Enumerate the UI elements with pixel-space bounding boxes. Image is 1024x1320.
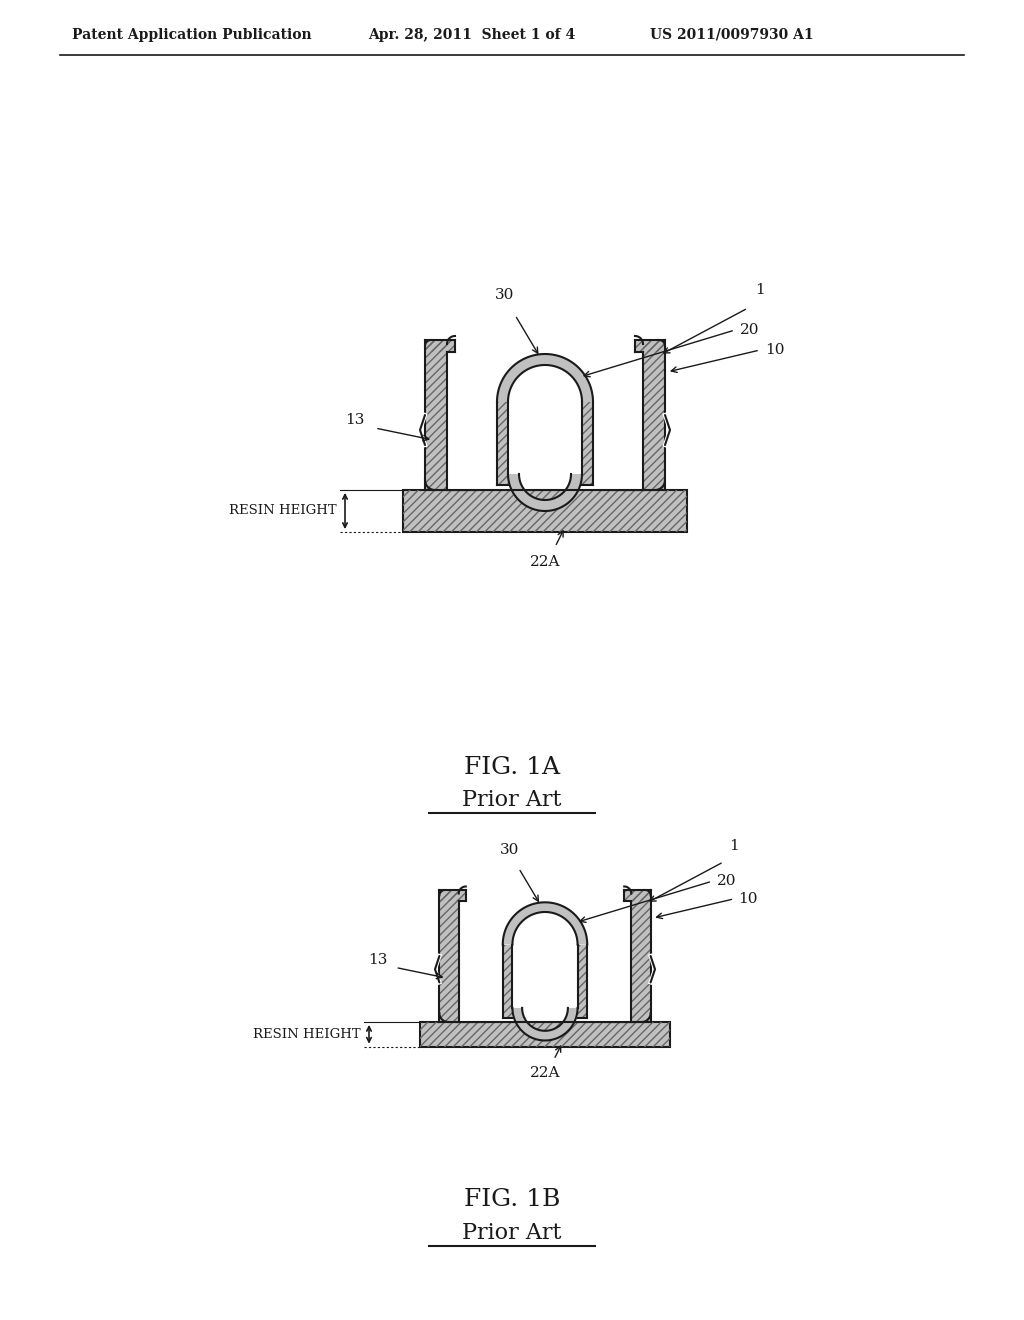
Bar <box>582 403 593 484</box>
Bar <box>425 341 455 352</box>
Text: 13: 13 <box>345 413 365 426</box>
Text: Prior Art: Prior Art <box>462 789 562 810</box>
Bar <box>635 341 665 352</box>
Bar <box>439 890 459 1022</box>
Bar <box>631 890 650 1022</box>
Bar <box>578 945 587 1018</box>
Bar <box>425 341 447 490</box>
Bar <box>439 890 466 900</box>
Polygon shape <box>512 1008 578 1040</box>
Bar <box>625 890 650 900</box>
Text: 13: 13 <box>368 953 387 968</box>
Bar <box>503 945 512 1018</box>
Text: 22A: 22A <box>529 1067 560 1080</box>
Bar <box>457 1008 485 1022</box>
Bar <box>445 474 477 490</box>
Text: 22A: 22A <box>529 554 560 569</box>
Text: Patent Application Publication: Patent Application Publication <box>72 28 311 42</box>
Bar <box>503 945 512 1018</box>
Bar <box>447 352 643 490</box>
Bar <box>578 945 587 1018</box>
Bar <box>425 341 455 352</box>
Bar <box>625 890 650 900</box>
Bar <box>439 890 466 900</box>
Text: 1: 1 <box>729 840 739 853</box>
Text: RESIN HEIGHT: RESIN HEIGHT <box>229 504 337 517</box>
Bar <box>635 341 665 352</box>
Text: US 2011/0097930 A1: US 2011/0097930 A1 <box>650 28 814 42</box>
Bar <box>445 474 477 490</box>
Text: 30: 30 <box>500 843 519 858</box>
Bar <box>439 890 459 1022</box>
Text: 20: 20 <box>740 323 760 337</box>
Bar <box>613 474 645 490</box>
Polygon shape <box>503 903 587 945</box>
Polygon shape <box>497 354 593 403</box>
Bar <box>643 341 665 490</box>
Bar <box>459 900 631 1022</box>
Bar <box>403 490 687 532</box>
Text: 10: 10 <box>738 892 758 906</box>
Bar <box>631 890 650 1022</box>
Text: 20: 20 <box>717 874 736 888</box>
Bar <box>425 341 447 490</box>
Bar <box>582 403 593 484</box>
Text: FIG. 1A: FIG. 1A <box>464 755 560 779</box>
Bar <box>497 403 508 484</box>
Bar <box>605 1008 633 1022</box>
Text: 10: 10 <box>765 343 784 356</box>
Text: 30: 30 <box>496 288 515 302</box>
Bar <box>403 490 687 532</box>
Bar <box>605 1008 633 1022</box>
Bar <box>420 1022 670 1047</box>
Polygon shape <box>508 474 582 511</box>
Bar <box>643 341 665 490</box>
Bar <box>497 403 508 484</box>
Text: RESIN HEIGHT: RESIN HEIGHT <box>253 1028 361 1040</box>
Text: FIG. 1B: FIG. 1B <box>464 1188 560 1212</box>
Text: Prior Art: Prior Art <box>462 1222 562 1243</box>
Bar <box>613 474 645 490</box>
Bar <box>457 1008 485 1022</box>
Bar <box>420 1022 670 1047</box>
Text: Apr. 28, 2011  Sheet 1 of 4: Apr. 28, 2011 Sheet 1 of 4 <box>368 28 575 42</box>
Text: 1: 1 <box>755 282 765 297</box>
